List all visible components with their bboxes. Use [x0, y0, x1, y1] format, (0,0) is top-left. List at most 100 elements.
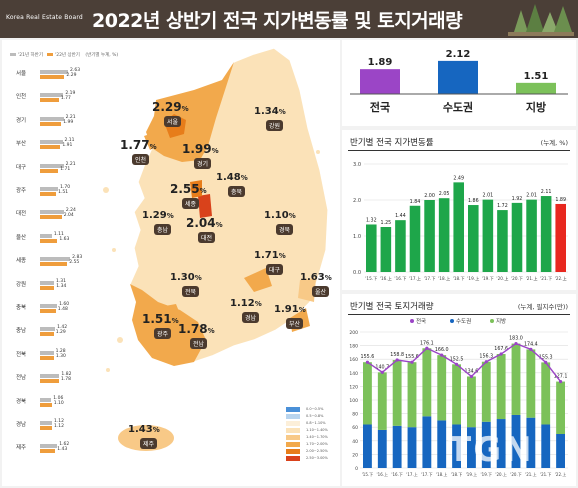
c2-bar-capital-5	[437, 420, 447, 468]
c1-xtick-1: '16.上	[380, 275, 392, 281]
bar-h1	[40, 116, 64, 121]
region-name: 경기	[15, 117, 27, 124]
c1-xtick-8: '19.下	[482, 276, 494, 282]
logo: Korea Real Estate Board	[6, 14, 83, 21]
region-name: 충북	[15, 305, 27, 311]
map-name-gyeongbuk: 경북	[276, 224, 294, 235]
map-value-chungbuk: 1.48%	[216, 172, 248, 183]
map-name-jeonnam: 전남	[190, 338, 208, 349]
region-row: 광주 1.70 1.51	[8, 181, 88, 201]
value-h2: 1.78	[60, 377, 72, 383]
bar-h2	[40, 75, 65, 79]
bar-h1	[40, 93, 64, 98]
map-value-jeonbuk: 1.30%	[170, 272, 202, 283]
chart2-plot: 전국 수도권 지방 0 20 40 60 80 100 120 140 160 180 200 155.6 '…	[349, 318, 568, 477]
c2-total-point-8	[484, 360, 488, 364]
value-h2: 1.30	[55, 353, 66, 359]
c2-bar-local-1	[377, 372, 387, 430]
region-row: 서울 2.63 2.29	[8, 64, 88, 84]
region-name: 세종	[15, 258, 27, 265]
c1-label-6: 2.49	[453, 175, 464, 181]
c1-bar-1	[380, 227, 392, 272]
c1-xtick-7: '19.上	[467, 275, 479, 281]
c2-ytick: 120	[349, 384, 358, 390]
map-legend-item: 2.50~3.00%	[286, 455, 328, 462]
map-name-seoul: 서울	[164, 116, 182, 127]
summary-name-1: 수도권	[443, 101, 473, 114]
bar-h2	[40, 262, 68, 267]
c1-label-12: 2.11	[541, 189, 552, 195]
c1-ytick: 2.0	[353, 198, 361, 204]
c1-label-11: 2.01	[526, 193, 537, 199]
bar-h2	[40, 192, 57, 196]
region-name: 전북	[15, 351, 27, 358]
c2-bar-local-12	[541, 362, 551, 425]
ulsan-area	[298, 278, 316, 302]
c2-xtick-9: '20.上	[495, 471, 506, 477]
value-h1: 2.24	[65, 208, 76, 214]
c2-ytick: 40	[352, 439, 358, 445]
value-h2: 1.77	[60, 96, 71, 102]
chart1-card: 반기별 전국 지가변동률 (누계, %) 0.0 1.0 2.0 3.0 1.32 '15…	[342, 130, 576, 290]
c1-bar-12	[540, 196, 552, 272]
c1-bar-4	[424, 200, 435, 272]
c2-xtick-8: '19.下	[481, 472, 492, 477]
value-h1: 1.82	[61, 372, 72, 378]
bar-h1	[40, 350, 54, 355]
c2-total-point-12	[544, 360, 548, 364]
incheon-area	[144, 132, 160, 150]
c2-total-label-6: 152.5	[450, 356, 464, 362]
c2-total-point-10	[514, 341, 518, 346]
region-row: 경남 1.12 1.12	[8, 415, 88, 435]
value-h1: 2.11	[64, 138, 75, 144]
c2-ytick: 0	[355, 466, 358, 472]
value-h2: 1.91	[62, 143, 73, 149]
value-h1: 1.70	[60, 185, 71, 190]
c2-xtick-6: '18.下	[451, 472, 462, 477]
c2-bar-local-2	[392, 360, 402, 426]
c2-bar-capital-4	[422, 416, 432, 468]
c2-bar-local-13	[556, 381, 565, 434]
c2-total-line	[367, 342, 562, 383]
c1-xtick-3: '17.上	[409, 275, 421, 281]
value-h2: 2.04	[63, 213, 74, 219]
summary-bar-2	[516, 82, 556, 94]
c2-legend-marker-0	[410, 319, 414, 323]
map-name-gyeongnam: 경남	[242, 312, 260, 323]
region-name: 강원	[15, 281, 27, 288]
region-row: 충남 1.42 1.29	[8, 321, 88, 341]
c2-bar-local-9	[496, 354, 506, 420]
value-h2: 1.71	[60, 166, 71, 172]
c2-total-point-11	[529, 347, 533, 352]
map-value-seoul: 2.29%	[152, 100, 189, 114]
c1-label-4: 2.00	[424, 193, 435, 199]
region-name: 경남	[15, 422, 27, 428]
c2-xtick-4: '17.下	[421, 472, 432, 477]
value-h1: 2.63	[70, 68, 81, 73]
value-h1: 2.19	[65, 91, 76, 97]
c1-bar-6	[453, 182, 464, 272]
map-name-sejong: 세종	[182, 198, 200, 209]
bar-h2	[40, 355, 54, 360]
c2-bar-capital-6	[452, 424, 461, 468]
chart2-title: 반기별 전국 토지거래량	[350, 302, 434, 312]
c2-total-point-2	[395, 358, 399, 362]
c1-label-9: 1.72	[497, 203, 508, 209]
value-h1: 1.62	[59, 442, 70, 448]
c2-xtick-3: '17.上	[406, 471, 417, 477]
c2-bar-capital-12	[541, 424, 551, 468]
c2-ytick: 160	[349, 357, 358, 363]
bar-h1	[40, 280, 54, 285]
c2-xtick-7: '19.上	[466, 471, 477, 477]
summary-bars: 1.89 전국 2.12 수도권 1.51 지방	[350, 49, 568, 114]
summary-name-0: 전국	[370, 100, 390, 114]
c1-label-0: 1.32	[366, 217, 377, 223]
c2-xtick-13: '22.上	[555, 471, 566, 477]
map-value-incheon: 1.77%	[120, 138, 157, 152]
c1-ytick: 3.0	[353, 162, 361, 168]
value-h1: 1.06	[53, 395, 64, 401]
c1-bar-10	[511, 202, 523, 272]
c2-xtick-1: '16.上	[377, 471, 388, 477]
map-name-gangwon: 강원	[266, 120, 284, 131]
